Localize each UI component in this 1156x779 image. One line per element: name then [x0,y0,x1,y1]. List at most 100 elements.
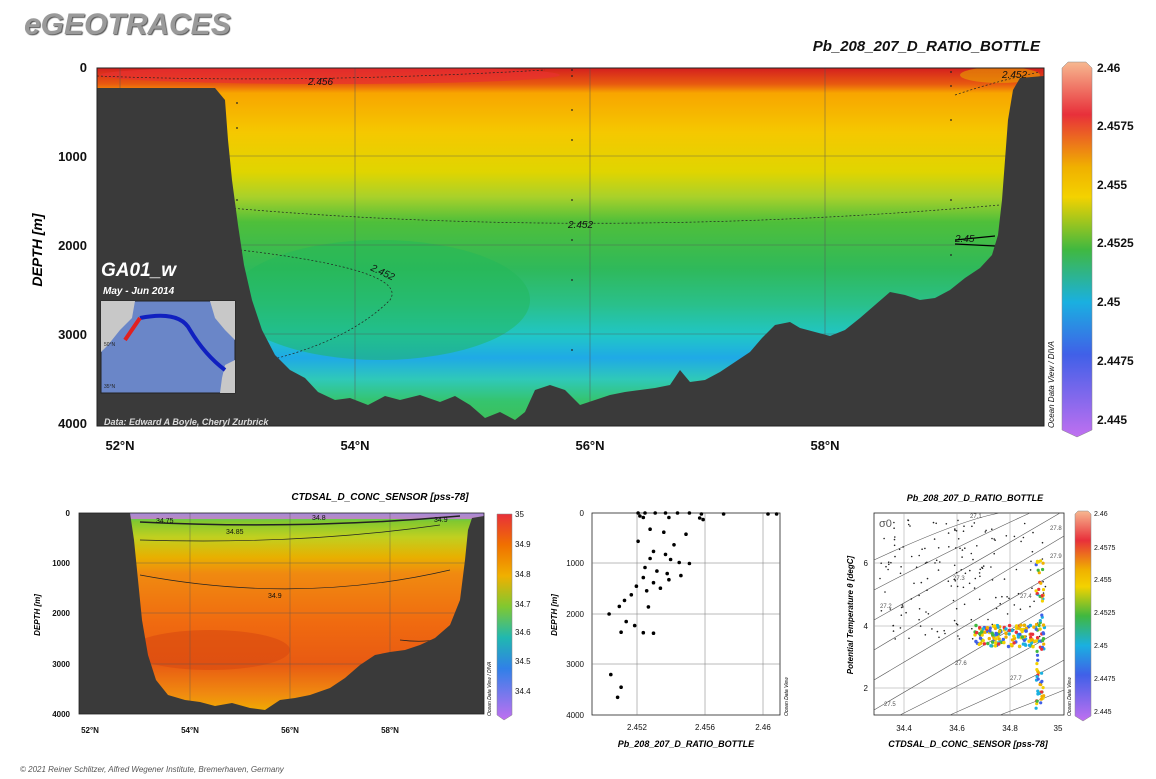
ts-point [986,641,990,646]
sigma-label: σ0 [879,518,892,530]
ts-point [993,644,998,648]
main-ytick: 0 [80,60,87,75]
ts-point [969,569,971,572]
main-y-ticks: 0 1000 2000 3000 4000 [58,60,87,431]
ts-cbar-tick: 2.4525 [1094,610,1116,617]
ts-point [1034,622,1039,627]
ts-point [980,633,984,637]
profile-point [701,517,705,522]
profile-point [684,532,688,536]
ts-point [926,561,928,564]
ts-cbar-tick: 2.445 [1094,709,1112,716]
ts-point [910,555,913,558]
profile-point [644,589,649,593]
ts-point [981,638,985,643]
inset-map: 50°N 35°N [100,300,236,394]
ts-point [1039,581,1043,585]
ts-point [970,618,973,621]
ts-point [931,628,933,630]
ts-point [1001,595,1003,598]
ts-point [953,564,956,567]
main-chart-title: Pb_208_207_D_RATIO_BOTTLE [812,38,1040,55]
ts-point [978,598,981,601]
profile-watermark: Ocean Data View [784,677,790,716]
profile-point [622,598,627,603]
profile-point [677,560,681,565]
ts-point [900,606,903,609]
isopycnal-label: 27.2 [880,604,892,610]
ts-point [955,607,958,610]
profile-ytick: 3000 [566,660,584,669]
ts-point [957,519,959,522]
ts-point [1004,635,1008,639]
profile-xlabel: Pb_208_207_D_RATIO_BOTTLE [618,739,755,749]
ts-frame [873,512,1065,716]
profile-point [634,584,639,588]
salinity-colorbar [496,513,513,721]
ts-point [984,531,987,533]
ts-point [926,577,929,580]
ts-point [893,538,896,541]
profile-point [679,573,683,578]
sal-contour-label: 34.9 [434,517,448,524]
ts-point [1035,668,1039,672]
ts-point [945,523,948,525]
sal-cbar-tick: 34.8 [515,570,531,579]
ts-point [910,598,913,600]
profile-point [667,515,671,520]
data-credit: Data: Edward A Boyle, Cheryl Zurbrick [104,417,269,427]
ts-point [1038,627,1042,631]
ts-point [958,638,961,640]
ts-point [1029,605,1031,608]
ts-point [990,640,995,644]
profile-point [721,512,726,516]
ts-point [1012,634,1016,638]
ts-point [1001,637,1005,642]
ts-point [1035,662,1039,666]
ts-point [948,546,950,548]
profile-points [607,511,779,700]
ts-point [1039,701,1043,705]
ts-point [995,632,999,637]
ts-point [1017,592,1020,595]
ts-point [1020,635,1024,639]
ts-point [1019,623,1023,627]
main-ytick: 3000 [58,327,87,342]
ts-point [900,566,902,568]
ts-point [1030,632,1035,636]
sal-ytick: 0 [66,509,71,518]
isopycnal-label: 27.8 [1050,526,1062,532]
main-xtick: 52°N [105,438,134,453]
station-markers [236,69,952,351]
profile-point [643,565,647,570]
ts-point [899,572,902,575]
ts-point [957,635,959,637]
footer-copyright: © 2021 Reiner Schlitzer, Alfred Wegener … [20,765,284,774]
ts-point [944,632,946,635]
sal-cbar-tick: 34.7 [515,600,531,609]
profile-point [687,511,692,515]
isopycnal-label: 27.1 [970,514,982,520]
ts-point [902,606,904,608]
ts-point [893,544,896,547]
profile-point [609,672,613,677]
ts-point [997,642,1001,646]
ts-point [963,603,966,606]
ts-point [924,634,927,636]
main-x-ticks: 52°N 54°N 56°N 58°N [105,438,839,453]
ts-point [1008,597,1010,600]
ts-point [995,623,1000,628]
main-ytick: 2000 [58,238,87,253]
main-contours [96,69,1041,361]
profile-point [655,569,659,573]
sal-contour-label: 34.75 [156,518,174,525]
sal-ytick: 4000 [52,710,70,719]
ts-point [1004,627,1008,631]
ts-point [1035,702,1039,706]
ts-point [926,589,928,591]
ts-point [990,631,994,635]
ts-point [937,547,940,549]
contour-label: 2.456 [307,77,333,88]
main-xtick: 54°N [340,438,369,453]
ts-point [938,636,940,639]
